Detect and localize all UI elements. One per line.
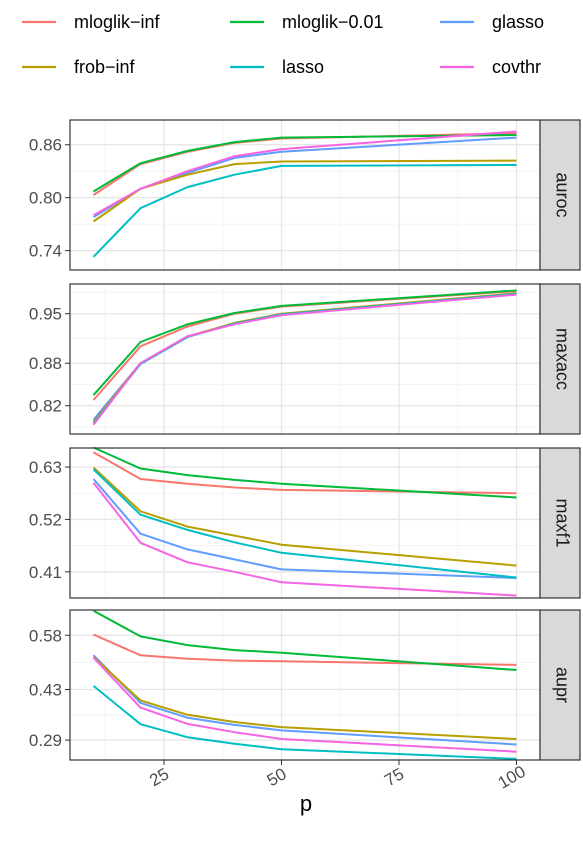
- y-tick-label: 0.80: [29, 189, 62, 208]
- y-tick-label: 0.82: [29, 397, 62, 416]
- legend-label: mloglik−0.01: [282, 12, 384, 32]
- legend-entry: lasso: [230, 57, 324, 77]
- series-line-auroc-5: [93, 130, 517, 217]
- facet-strip: [539, 119, 581, 271]
- series-line-maxacc-1: [92, 289, 517, 396]
- facet-panel-maxacc: 0.82 0.88 0.95 maxacc: [29, 283, 581, 435]
- legend-label: covthr: [492, 57, 541, 77]
- y-tick-label: 0.29: [29, 731, 62, 750]
- y-tick-label: 0.58: [29, 626, 62, 645]
- series-line-auroc-1: [92, 134, 517, 193]
- legend-label: glasso: [492, 12, 544, 32]
- facet-strip: [539, 283, 581, 435]
- panel-background: [70, 120, 540, 270]
- facet-strip: [539, 447, 581, 599]
- legend: mloglik−inf mloglik−0.01 glasso frob−inf las…: [22, 12, 544, 77]
- facet-panel-auroc: 0.74 0.80 0.86 auroc: [29, 119, 581, 271]
- y-tick-label: 0.43: [29, 681, 62, 700]
- facet-strip: [539, 609, 581, 761]
- series-line-maxf1-5: [92, 482, 517, 597]
- y-tick-label: 0.74: [29, 242, 62, 261]
- series-line-maxf1-2: [92, 478, 517, 579]
- legend-label: frob−inf: [74, 57, 136, 77]
- panel-background: [70, 284, 540, 434]
- y-tick-label: 0.63: [29, 458, 62, 477]
- x-tick-label: 75: [381, 764, 407, 790]
- series-line-maxf1-3: [92, 466, 517, 567]
- facet-strip-label: aupr: [552, 667, 572, 703]
- legend-entry: frob−inf: [22, 57, 136, 77]
- facet-panel-aupr: 0.29 0.43 0.58 aupr: [29, 609, 581, 761]
- series-line-aupr-0: [93, 633, 517, 666]
- y-tick-label: 0.88: [29, 354, 62, 373]
- series-line-maxf1-1: [93, 446, 517, 499]
- x-tick-label: 25: [146, 764, 172, 790]
- series-line-aupr-1: [93, 609, 517, 671]
- facet-panel-maxf1: 0.41 0.52 0.63 maxf1: [29, 446, 581, 599]
- series-line-aupr-3: [92, 656, 517, 740]
- series-line-aupr-2: [92, 654, 517, 746]
- series-line-maxacc-5: [92, 293, 517, 426]
- series-line-auroc-4: [92, 164, 517, 258]
- legend-entry: glasso: [440, 12, 544, 32]
- series-line-aupr-4: [92, 685, 517, 760]
- facet-strip-label: maxacc: [552, 328, 572, 390]
- legend-entry: mloglik−inf: [22, 12, 161, 32]
- series-line-aupr-5: [92, 657, 517, 753]
- x-axis-title: p: [300, 791, 312, 816]
- panel-background: [70, 448, 540, 598]
- facet-strip-label: maxf1: [552, 498, 572, 547]
- legend-label: lasso: [282, 57, 324, 77]
- legend-entry: mloglik−0.01: [230, 12, 384, 32]
- series-line-maxf1-0: [93, 451, 517, 495]
- facet-panels: 0.740.800.86auroc0.820.880.95maxacc0.410…: [29, 119, 581, 761]
- x-tick-label: 50: [264, 764, 290, 790]
- series-line-maxf1-4: [92, 468, 517, 579]
- legend-entry: covthr: [440, 57, 541, 77]
- y-tick-label: 0.95: [29, 305, 62, 324]
- facet-strip-label: auroc: [552, 172, 572, 217]
- x-tick-label: 100: [495, 762, 529, 793]
- legend-label: mloglik−inf: [74, 12, 161, 32]
- y-tick-label: 0.86: [29, 136, 62, 155]
- y-tick-label: 0.41: [29, 563, 62, 582]
- y-tick-label: 0.52: [29, 510, 62, 529]
- x-axis: 25 50 75 100: [146, 760, 529, 793]
